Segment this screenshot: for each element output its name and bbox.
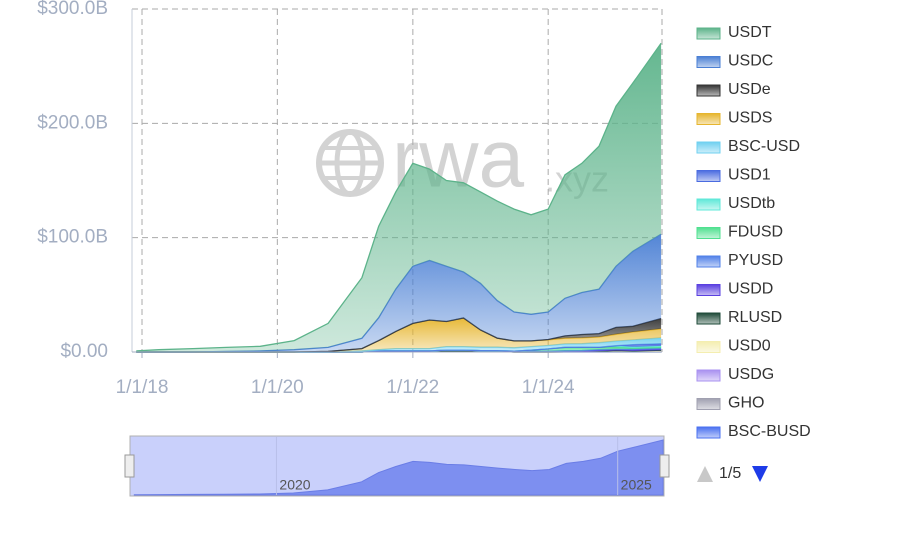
legend-label[interactable]: USDS <box>728 110 772 127</box>
y-tick-label: $100.0B <box>37 227 108 248</box>
legend-swatch <box>696 170 721 182</box>
legend-label[interactable]: GHO <box>728 395 764 412</box>
y-tick-label: $300.0B <box>37 0 108 19</box>
legend-page-down[interactable] <box>752 466 768 482</box>
legend-label[interactable]: BSC-BUSD <box>728 423 811 440</box>
legend-swatch <box>696 312 721 325</box>
x-tick-label: 1/1/22 <box>386 377 439 398</box>
legend-page: 1/5 <box>719 465 741 482</box>
y-tick-label: $0.00 <box>60 341 108 362</box>
legend-swatch <box>696 141 721 154</box>
x-tick-label: 1/1/24 <box>522 377 575 398</box>
legend-swatch <box>696 227 721 239</box>
legend-label[interactable]: USD1 <box>728 167 771 184</box>
legend-swatch <box>696 284 721 296</box>
slider-label: 2025 <box>621 477 652 493</box>
legend-label[interactable]: PYUSD <box>728 252 783 269</box>
legend-swatch <box>696 255 721 268</box>
slider-handle[interactable] <box>124 454 135 478</box>
slider-handle[interactable] <box>659 454 670 478</box>
area-fill <box>136 337 662 352</box>
legend-swatch <box>696 84 721 97</box>
area-fill <box>136 318 662 352</box>
slider-label: 2020 <box>279 477 310 493</box>
legend-swatch <box>696 27 721 40</box>
legend-label[interactable]: USDtb <box>728 195 775 212</box>
legend-swatch <box>696 426 721 439</box>
legend-label[interactable]: USDT <box>728 24 772 41</box>
legend-swatch <box>696 113 721 125</box>
legend-swatch <box>696 398 721 410</box>
legend-swatch <box>696 198 721 211</box>
x-tick-label: 1/1/18 <box>116 377 169 398</box>
area-fill <box>136 234 662 352</box>
x-tick-label: 1/1/20 <box>251 377 304 398</box>
legend-label[interactable]: USDG <box>728 366 774 383</box>
area-line <box>136 42 662 352</box>
legend-label[interactable]: RLUSD <box>728 309 782 326</box>
area-fill <box>136 43 662 353</box>
legend-label[interactable]: USDD <box>728 281 773 298</box>
legend-label[interactable]: BSC-USD <box>728 138 800 155</box>
legend-swatch <box>696 341 721 353</box>
legend-swatch <box>696 56 721 68</box>
legend-label[interactable]: USDC <box>728 53 773 70</box>
legend-label[interactable]: USDe <box>728 81 771 98</box>
y-tick-label: $200.0B <box>37 112 108 133</box>
legend-page-up[interactable] <box>697 466 713 482</box>
legend-swatch <box>696 369 721 382</box>
slider-preview <box>133 439 664 496</box>
legend-label[interactable]: FDUSD <box>728 224 783 241</box>
legend-label[interactable]: USD0 <box>728 338 771 355</box>
